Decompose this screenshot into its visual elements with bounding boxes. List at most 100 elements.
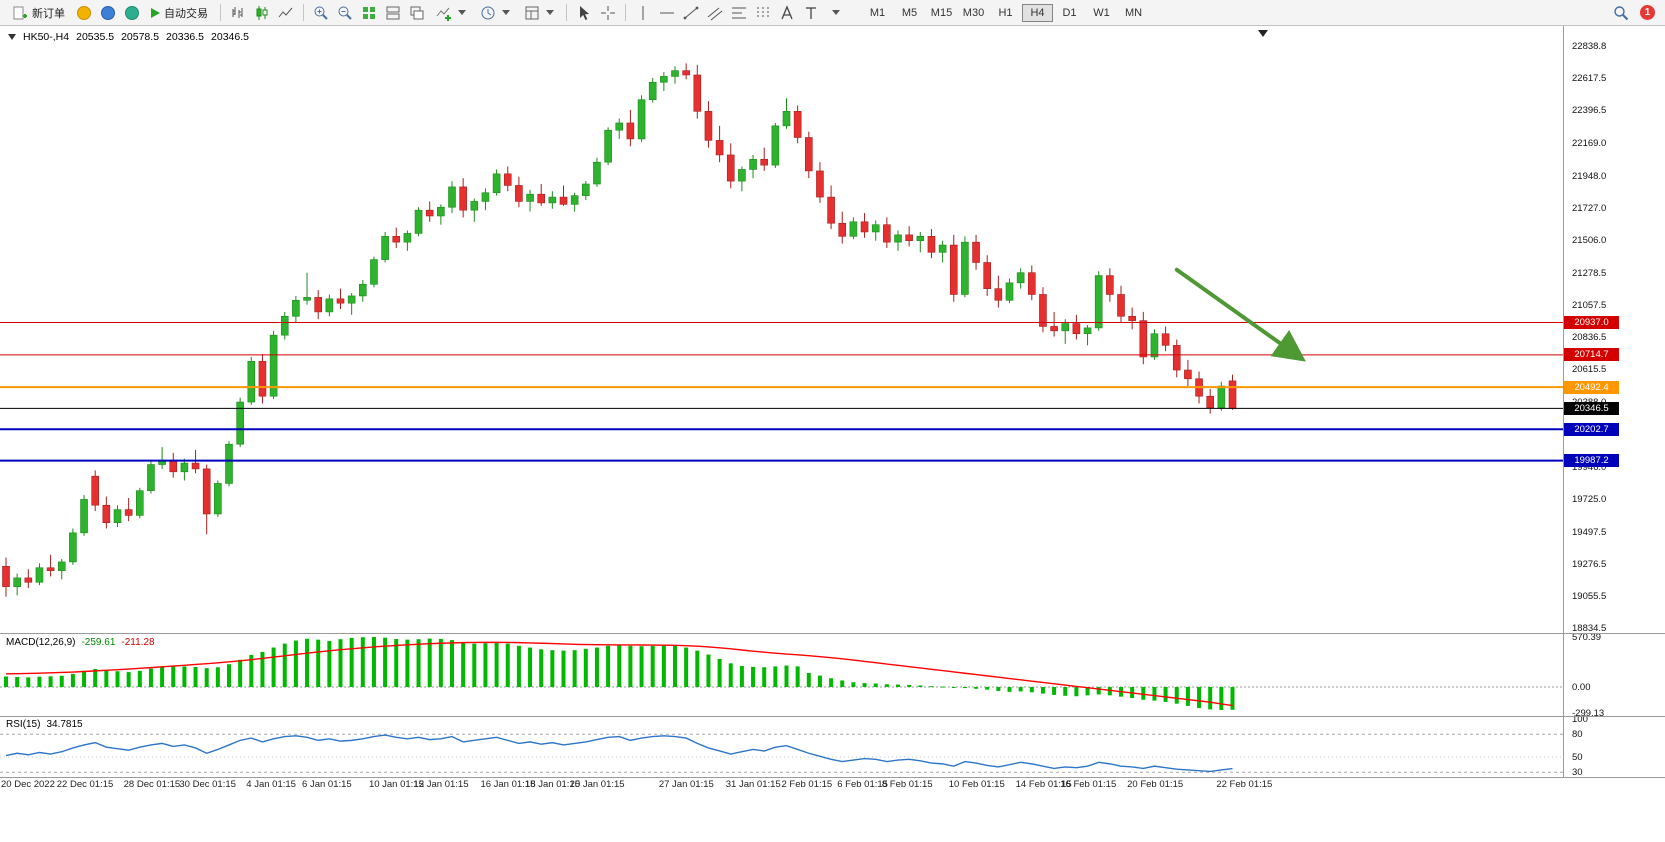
service-icon[interactable] [97,3,119,23]
template-icon [525,6,539,19]
time-axis[interactable]: 20 Dec 2022 22 Dec 01:15 28 Dec 01:15 30 De… [0,779,1563,795]
zoom-out-icon[interactable] [334,3,356,23]
toolbar-separator [566,4,567,21]
price-axis-label: 22169.0 [1572,138,1607,150]
timeframe-mn-button[interactable]: MN [1124,6,1143,19]
chart-shift-marker[interactable] [1258,30,1268,37]
deposit-icon[interactable] [73,3,95,23]
price-axis-label: 22396.5 [1572,105,1607,117]
tile-grid-icon[interactable] [358,3,380,23]
timeframe-m5-button[interactable]: M5 [901,6,918,19]
new-order-label: 新订单 [32,7,65,20]
price-axis-label: 21278.5 [1572,267,1607,279]
rsi-panel-splitter[interactable] [0,716,1665,717]
search-icon[interactable] [1610,3,1632,23]
timeframe-d1-button[interactable]: D1 [1062,6,1077,19]
timeframe-h4-button[interactable]: H4 [1022,3,1053,22]
time-axis-label: 27 Jan 01:15 [658,779,714,790]
timeframe-m1-button[interactable]: M1 [869,6,886,19]
new-order-button[interactable]: 新订单 [6,2,71,24]
price-level-tag: 20492.4 [1564,380,1619,394]
vertical-line-icon[interactable] [632,3,654,23]
toolbar-separator [220,4,221,21]
timeframe-m30-button[interactable]: M30 [962,6,985,19]
macd-axis-label: 0.00 [1572,682,1591,694]
candlestick-chart-icon[interactable] [251,3,273,23]
community-shape [125,5,139,20]
rsi-axis-label: 80 [1572,729,1583,741]
price-level-tag: 20202.7 [1564,422,1619,436]
tile-windows-glyph [386,6,400,19]
cascade-windows-icon[interactable] [406,3,428,23]
symbol-period-label: HK50-,H4 [23,31,70,43]
auto-trading-button[interactable]: 自动交易 [145,2,214,24]
toolbar-separator [625,4,626,21]
crosshair-icon[interactable] [597,3,619,23]
bar-chart-icon[interactable] [227,3,249,23]
period-clock-button[interactable] [474,2,516,24]
low-value: 20336.5 [166,31,205,43]
zoom-in-icon[interactable] [310,3,332,23]
time-axis-label: 22 Feb 01:15 [1216,779,1273,790]
time-axis-label: 16 Jan 01:15 [480,779,536,790]
time-axis-label: 22 Dec 01:15 [56,779,114,790]
cascade-windows-glyph [410,6,424,19]
time-axis-label: 31 Jan 01:15 [725,779,781,790]
macd-axis-label: 570.39 [1572,631,1602,643]
price-level-tag: 20714.7 [1564,348,1619,362]
period-clock-icon [481,6,495,19]
macd-panel-canvas[interactable] [0,635,1563,715]
price-axis-column[interactable]: 20937.0 20714.7 20492.4 20346.5 20202.7 19987… [1564,26,1665,792]
more-drawing-tools-button[interactable] [824,2,846,24]
price-axis-label: 20615.5 [1572,364,1607,376]
horizontal-line-icon[interactable] [656,3,678,23]
rsi-axis-label: 30 [1572,767,1583,779]
fibonacci-glyph [732,7,746,18]
cycle-lines-icon[interactable] [752,3,774,23]
cursor-icon[interactable] [573,3,595,23]
open-value: 20535.5 [76,31,115,43]
dropdown-caret-icon [502,10,510,15]
bar-chart-glyph [232,6,243,18]
price-level-tag: 19987.2 [1564,454,1619,468]
line-chart-icon[interactable] [275,3,297,23]
price-axis-label: 21057.5 [1572,300,1607,311]
add-indicator-button[interactable] [430,2,472,24]
time-axis-label: 10 Jan 01:15 [368,779,424,790]
channel-icon[interactable] [704,3,726,23]
vertical-line-glyph [642,5,644,20]
time-axis-label: 20 Jan 01:15 [569,779,625,790]
community-icon[interactable] [121,3,143,23]
channel-glyph [707,7,723,20]
price-axis-label: 19276.5 [1572,558,1607,570]
timeframe-w1-button[interactable]: W1 [1093,6,1110,19]
auto-trading-label: 自动交易 [164,7,208,20]
rsi-axis-label: 50 [1572,752,1583,764]
toolbar-right-group: 1 [1610,3,1659,23]
time-axis-label: 10 Feb 01:15 [948,779,1005,790]
label-glyph [806,6,816,19]
price-axis-label: 21506.0 [1572,234,1607,246]
text-glyph [781,4,793,19]
dropdown-caret-icon [832,10,840,15]
rsi-panel-canvas[interactable] [0,718,1563,776]
auto-trading-play-icon [151,7,160,18]
tile-windows-icon[interactable] [382,3,404,23]
price-chart-canvas[interactable] [0,26,1563,633]
trendline-icon[interactable] [680,3,702,23]
macd-panel-splitter[interactable] [0,633,1665,634]
price-axis-border [1563,26,1564,778]
timeframe-m15-button[interactable]: M15 [930,6,953,19]
rsi-name: RSI(15) [6,719,41,730]
price-axis-label: 20836.5 [1572,332,1607,344]
template-button[interactable] [518,2,560,24]
label-icon[interactable] [800,3,822,23]
macd-axis-label: -299.13 [1572,708,1605,720]
search-glyph [1614,5,1629,20]
chart-expand-icon[interactable] [8,34,16,40]
service-shape [101,5,115,20]
text-icon[interactable] [776,3,798,23]
fibonacci-icon[interactable] [728,3,750,23]
timeframe-h1-button[interactable]: H1 [998,6,1013,19]
notification-badge[interactable]: 1 [1640,5,1655,20]
